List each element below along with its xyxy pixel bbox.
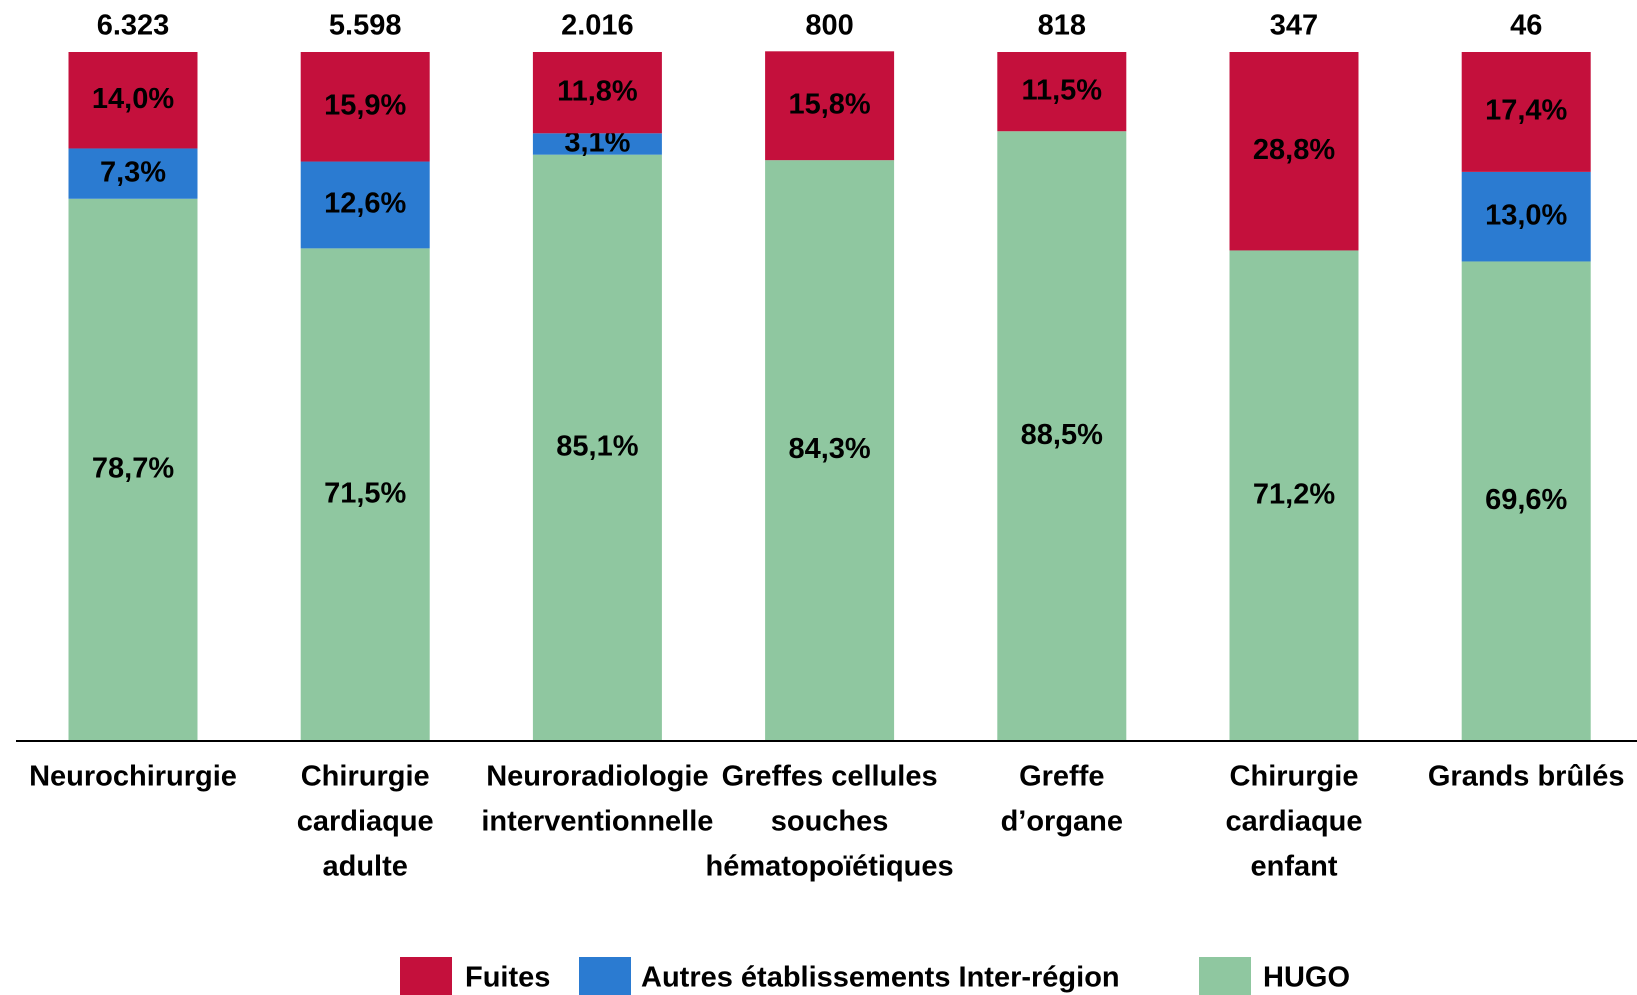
data-label: 78,7% xyxy=(92,453,174,485)
bar-segment xyxy=(997,131,1127,742)
data-label: 88,5% xyxy=(1021,419,1103,451)
x-tick-label: souches xyxy=(771,806,889,838)
data-label: 15,9% xyxy=(324,89,406,121)
data-label: 71,5% xyxy=(324,477,406,509)
bar-segment xyxy=(1461,261,1591,741)
x-tick-label: Neurochirurgie xyxy=(29,761,237,793)
x-tick-label: hématopoïétiques xyxy=(706,851,954,883)
bar-segment xyxy=(765,51,895,161)
data-label: 84,3% xyxy=(788,433,870,465)
data-label: 7,3% xyxy=(100,156,166,188)
data-label: 15,8% xyxy=(788,88,870,120)
bar-segment xyxy=(68,198,198,741)
bar-segment xyxy=(1461,52,1591,172)
bar-segment xyxy=(68,52,198,149)
total-label: 818 xyxy=(1038,10,1086,42)
x-tick-label: Greffes cellules xyxy=(722,761,938,793)
total-label: 800 xyxy=(805,10,853,42)
x-tick-label: Greffe xyxy=(1019,761,1104,793)
legend-swatch xyxy=(1199,957,1251,995)
bar-segment xyxy=(300,52,430,162)
x-tick-label: cardiaque xyxy=(1226,806,1363,838)
x-tick-label: adulte xyxy=(322,851,407,883)
total-label: 46 xyxy=(1510,10,1542,42)
total-label: 6.323 xyxy=(97,10,170,42)
x-tick-label: interventionnelle xyxy=(481,806,713,838)
data-label: 17,4% xyxy=(1485,95,1567,127)
bar-segment xyxy=(1229,250,1359,741)
data-label: 71,2% xyxy=(1253,478,1335,510)
x-tick-label: Neuroradiologie xyxy=(486,761,708,793)
bar-segment xyxy=(300,248,430,742)
data-label: 13,0% xyxy=(1485,199,1567,231)
bar-segment xyxy=(997,52,1127,132)
data-label: 28,8% xyxy=(1253,134,1335,166)
data-label: 85,1% xyxy=(556,430,638,462)
data-label: 12,6% xyxy=(324,188,406,220)
total-label: 2.016 xyxy=(561,10,634,42)
x-tick-label: Chirurgie xyxy=(1230,761,1359,793)
bar-segment xyxy=(68,148,198,199)
legend-swatch xyxy=(400,957,452,995)
data-label: 14,0% xyxy=(92,83,174,115)
x-tick-label: Grands brûlés xyxy=(1428,761,1625,793)
bar-segment xyxy=(300,161,430,249)
data-label: 69,6% xyxy=(1485,484,1567,516)
legend-label: HUGO xyxy=(1263,962,1350,994)
bar-segment xyxy=(532,52,662,134)
bar-segment xyxy=(1229,52,1359,251)
x-tick-label: d’organe xyxy=(1001,806,1123,838)
bar-segment xyxy=(532,133,662,155)
legend-swatch xyxy=(579,957,631,995)
bar-segment xyxy=(532,154,662,741)
total-label: 347 xyxy=(1270,10,1318,42)
x-tick-label: enfant xyxy=(1251,851,1338,883)
bar-segment xyxy=(765,160,895,742)
legend-label: Autres établissements Inter-région xyxy=(641,962,1120,994)
data-label: 11,5% xyxy=(1021,74,1102,106)
x-tick-label: Chirurgie xyxy=(301,761,430,793)
x-tick-label: cardiaque xyxy=(297,806,434,838)
total-label: 5.598 xyxy=(329,10,402,42)
data-label: 11,8% xyxy=(557,75,638,107)
bar-segment xyxy=(1461,171,1591,262)
legend-label: Fuites xyxy=(465,962,550,994)
